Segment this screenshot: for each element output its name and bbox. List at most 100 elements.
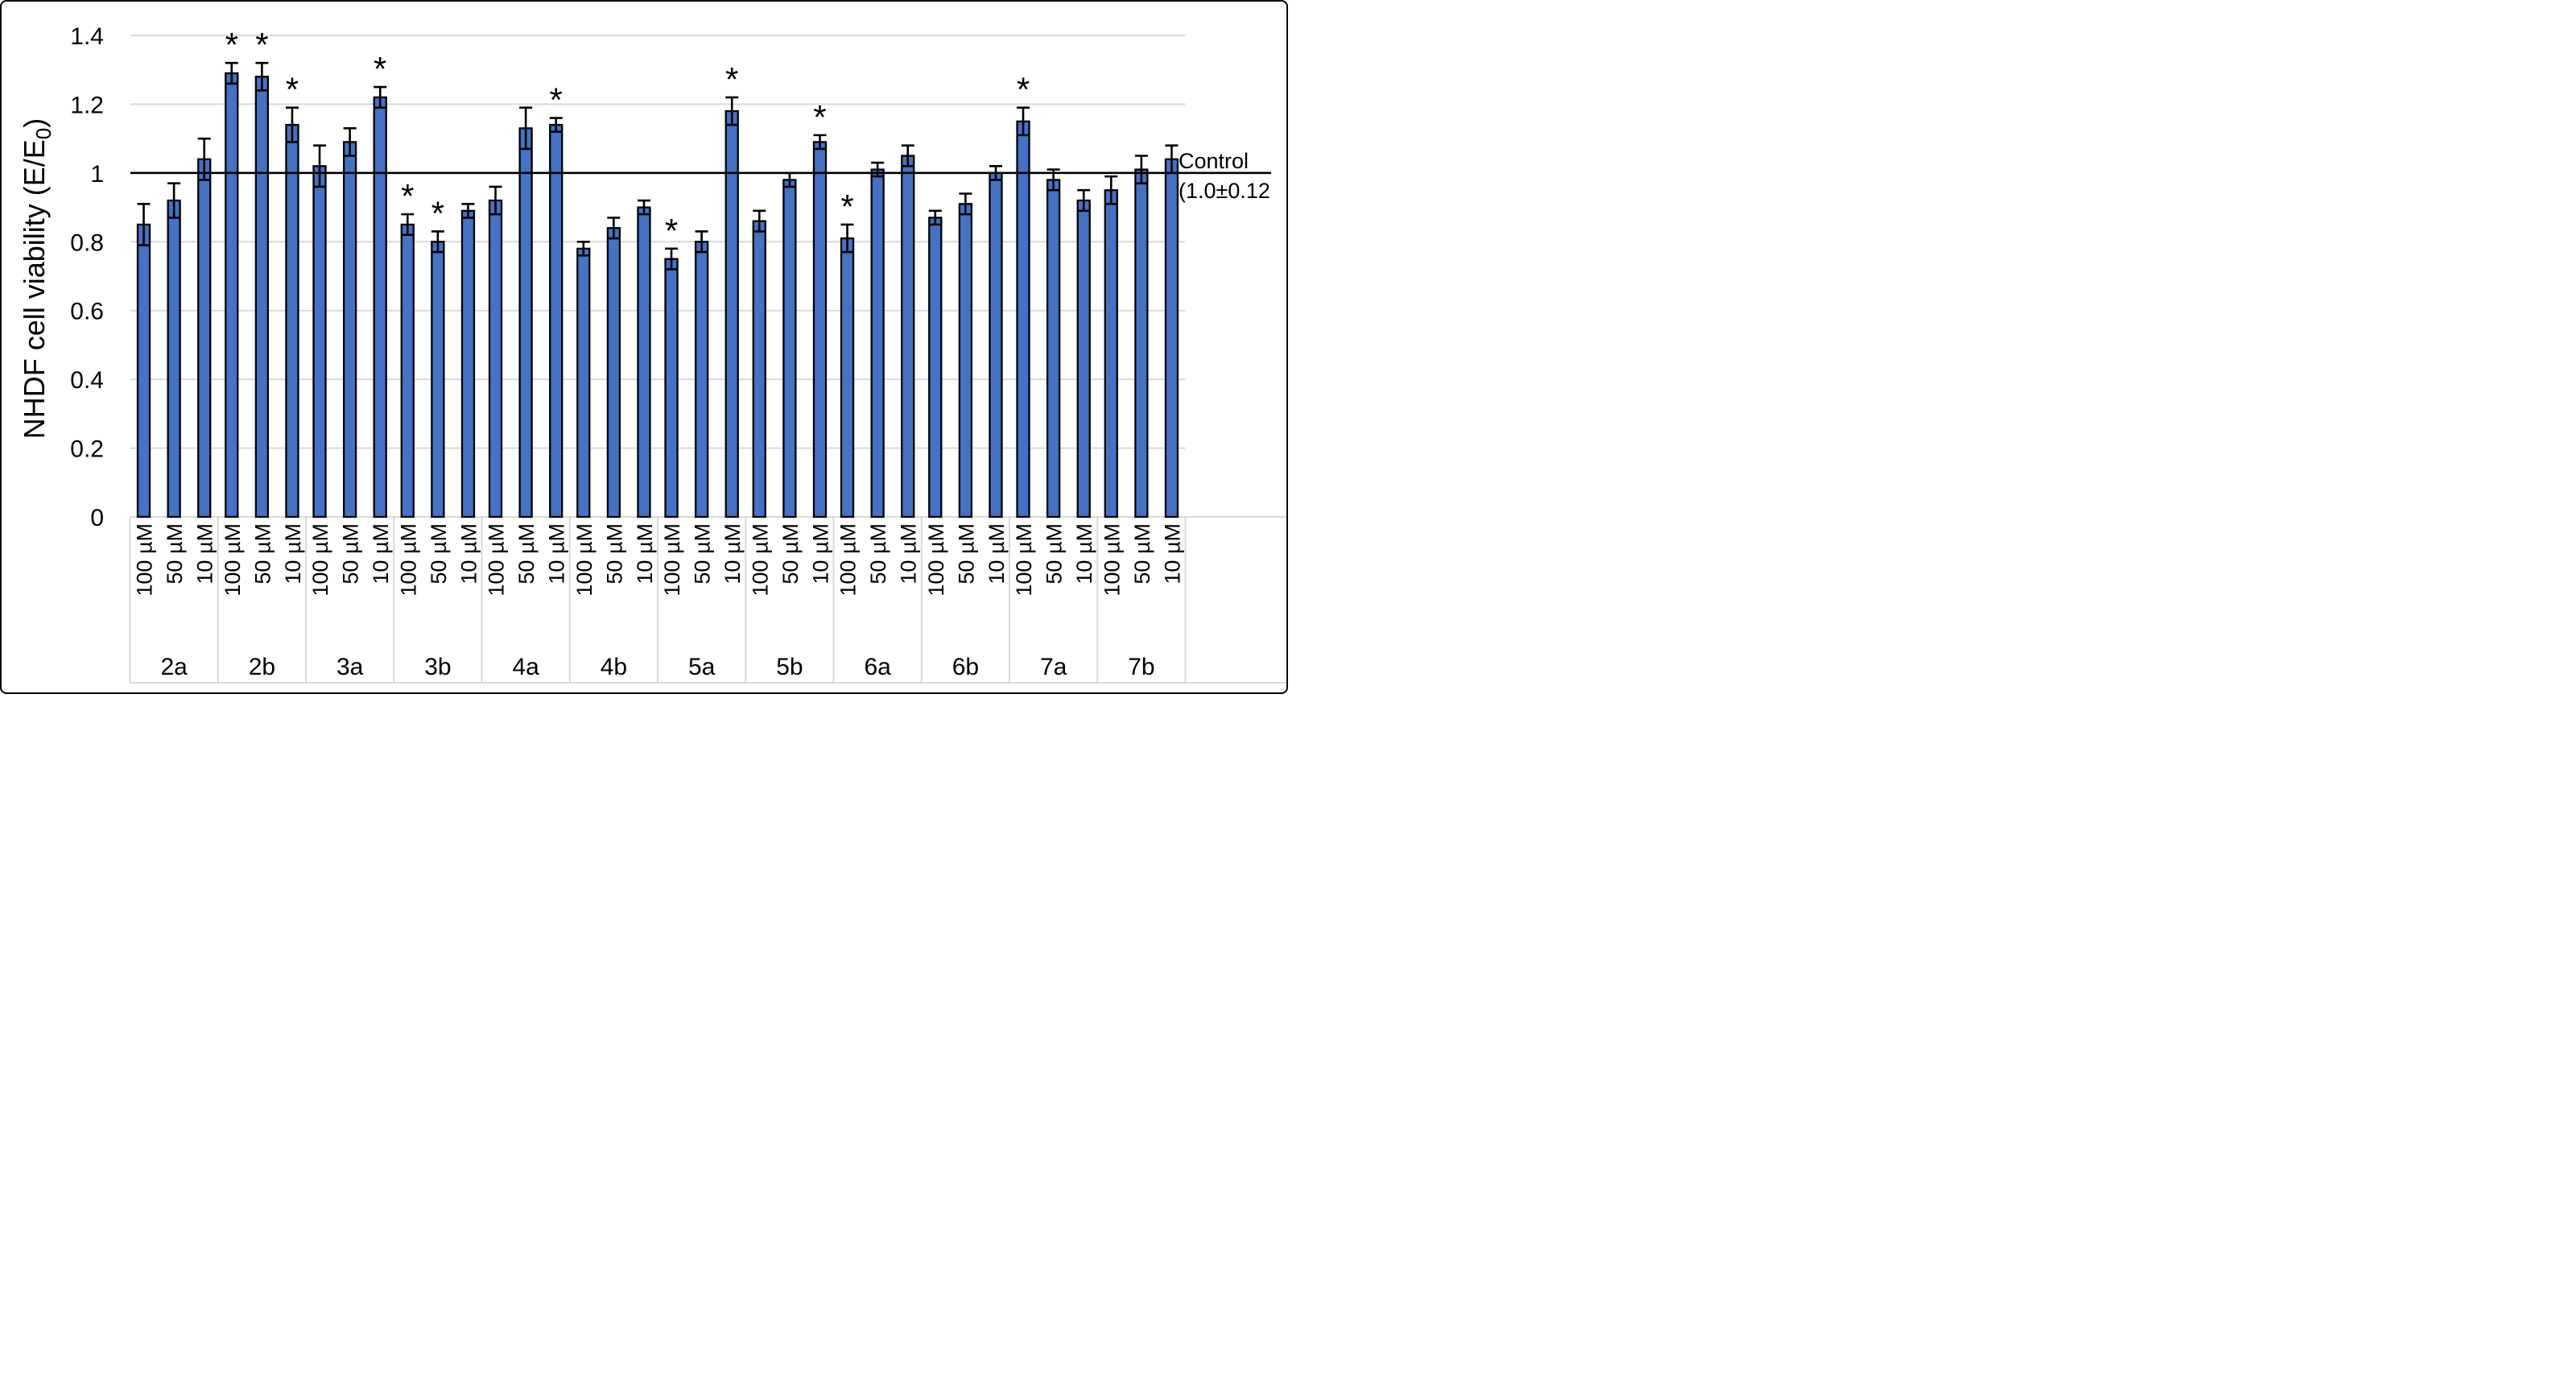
concentration-label: 50 µM <box>250 523 275 585</box>
y-axis-title-subscript: 0 <box>31 127 56 140</box>
significance-asterisk: * <box>665 212 678 250</box>
control-annotation-line2: (1.0±0.12 <box>1179 179 1270 203</box>
group-label: 5b <box>776 654 803 680</box>
concentration-label: 10 µM <box>281 523 305 585</box>
bar <box>460 209 476 518</box>
bar <box>285 123 299 518</box>
y-axis-title-close: ) <box>18 118 51 128</box>
bar <box>928 217 943 518</box>
concentration-label: 100 µM <box>836 523 861 597</box>
concentration-label: 10 µM <box>808 523 832 585</box>
chart-figure: 0 0.2 0.4 0.6 0.8 1 1.2 1.4 100 µM 50 µM 10 µM 2a * 1… <box>0 0 1288 694</box>
concentration-label: 10 µM <box>545 523 569 585</box>
concentration-label: 50 µM <box>602 523 626 585</box>
bar <box>1076 199 1091 518</box>
significance-asterisk: * <box>374 50 386 88</box>
concentration-label: 50 µM <box>691 523 715 585</box>
bar <box>870 168 885 518</box>
significance-asterisk: * <box>813 98 826 136</box>
concentration-label: 50 µM <box>954 523 978 585</box>
group-label: 3b <box>424 654 451 680</box>
bar <box>431 241 445 518</box>
bar <box>752 220 766 518</box>
concentration-label: 50 µM <box>514 523 539 585</box>
bar <box>637 206 651 518</box>
bar <box>373 96 387 518</box>
bar <box>812 141 828 518</box>
group-label: 5a <box>688 654 716 680</box>
concentration-label: 100 µM <box>133 523 157 597</box>
concentration-label: 10 µM <box>1072 523 1096 585</box>
significance-asterisk: * <box>286 71 299 109</box>
concentration-label: 50 µM <box>778 523 803 585</box>
significance-asterisk: * <box>401 177 414 215</box>
concentration-label: 100 µM <box>485 523 509 597</box>
significance-asterisk: * <box>1017 71 1030 109</box>
bar <box>167 199 181 518</box>
bar <box>958 203 973 518</box>
bar <box>342 141 357 518</box>
concentration-label: 50 µM <box>339 523 363 585</box>
concentration-label: 100 µM <box>748 523 772 597</box>
bar <box>989 171 1003 518</box>
concentration-label: 100 µM <box>572 523 597 597</box>
concentration-label: 10 µM <box>1160 523 1184 585</box>
group-label: 3a <box>336 654 364 680</box>
concentration-label: 100 µM <box>221 523 245 597</box>
concentration-label: 10 µM <box>633 523 657 585</box>
concentration-label: 10 µM <box>193 523 217 585</box>
group-label: 2a <box>160 654 188 680</box>
bar <box>518 127 533 518</box>
group-label: 4b <box>601 654 627 680</box>
y-tick-label: 0.8 <box>70 229 104 256</box>
bar <box>254 76 270 518</box>
concentration-label: 100 µM <box>308 523 332 597</box>
concentration-label: 50 µM <box>163 523 187 585</box>
significance-asterisk: * <box>840 188 853 225</box>
bar <box>1016 120 1030 518</box>
group-label: 7b <box>1128 654 1154 680</box>
bar <box>1046 179 1061 518</box>
concentration-label: 50 µM <box>1130 523 1154 585</box>
y-axis-title-text: NHDF cell viability (E/E <box>18 139 51 440</box>
concentration-label: 100 µM <box>396 523 420 597</box>
group-label: 7a <box>1040 654 1067 680</box>
group-label: 6a <box>864 654 891 680</box>
concentration-label: 100 µM <box>924 523 948 597</box>
y-axis-title: NHDF cell viability (E/E0) <box>18 37 56 520</box>
concentration-label: 10 µM <box>456 523 481 585</box>
significance-asterisk: * <box>225 26 238 64</box>
concentration-label: 10 µM <box>985 523 1009 585</box>
bar <box>782 179 797 518</box>
bar <box>400 223 415 518</box>
concentration-label: 50 µM <box>427 523 451 585</box>
bar <box>1134 168 1149 518</box>
concentration-label: 10 µM <box>897 523 921 585</box>
bar <box>664 258 679 518</box>
y-tick-label: 1.2 <box>70 92 104 118</box>
y-tick-label: 0.2 <box>70 436 104 463</box>
significance-asterisk: * <box>431 194 444 232</box>
concentration-label: 50 µM <box>866 523 890 585</box>
bar <box>225 72 239 518</box>
concentration-label: 10 µM <box>369 523 393 585</box>
significance-asterisk: * <box>725 60 738 98</box>
bar <box>1164 158 1179 518</box>
significance-asterisk: * <box>255 26 268 64</box>
y-tick-label: 1.4 <box>70 23 104 50</box>
group-label: 2b <box>249 654 275 680</box>
y-tick-label: 0 <box>90 505 104 531</box>
bar <box>136 223 151 518</box>
bar <box>488 199 503 518</box>
concentration-label: 100 µM <box>1012 523 1036 597</box>
bar <box>197 158 212 518</box>
group-label: 6b <box>952 654 979 680</box>
y-tick-label: 1 <box>90 161 104 188</box>
group-label: 4a <box>512 654 539 680</box>
concentration-label: 10 µM <box>720 523 745 585</box>
control-annotation-line1: Control <box>1179 149 1249 173</box>
bar <box>576 247 591 518</box>
bar <box>606 227 621 518</box>
bar <box>312 165 327 518</box>
bar <box>840 237 855 518</box>
